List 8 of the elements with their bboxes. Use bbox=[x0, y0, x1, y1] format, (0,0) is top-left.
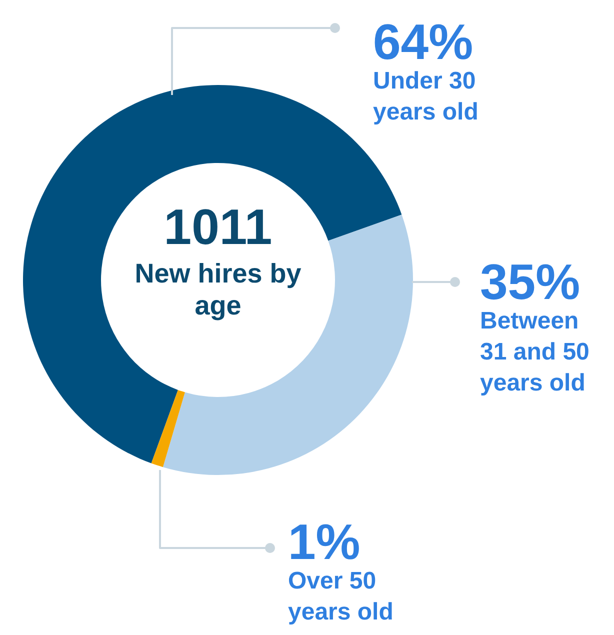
text: New hires by age bbox=[134, 258, 302, 320]
slice-label: Between 31 and 50 years old bbox=[480, 308, 590, 397]
data-label: 35% bbox=[480, 254, 580, 310]
slice-label: Over 50 years old bbox=[288, 568, 394, 626]
text: 1011 bbox=[164, 198, 272, 255]
data-label: 1% bbox=[288, 514, 360, 570]
slice-label: Under 30 years old bbox=[373, 68, 478, 126]
data-label: 64% bbox=[373, 14, 474, 70]
